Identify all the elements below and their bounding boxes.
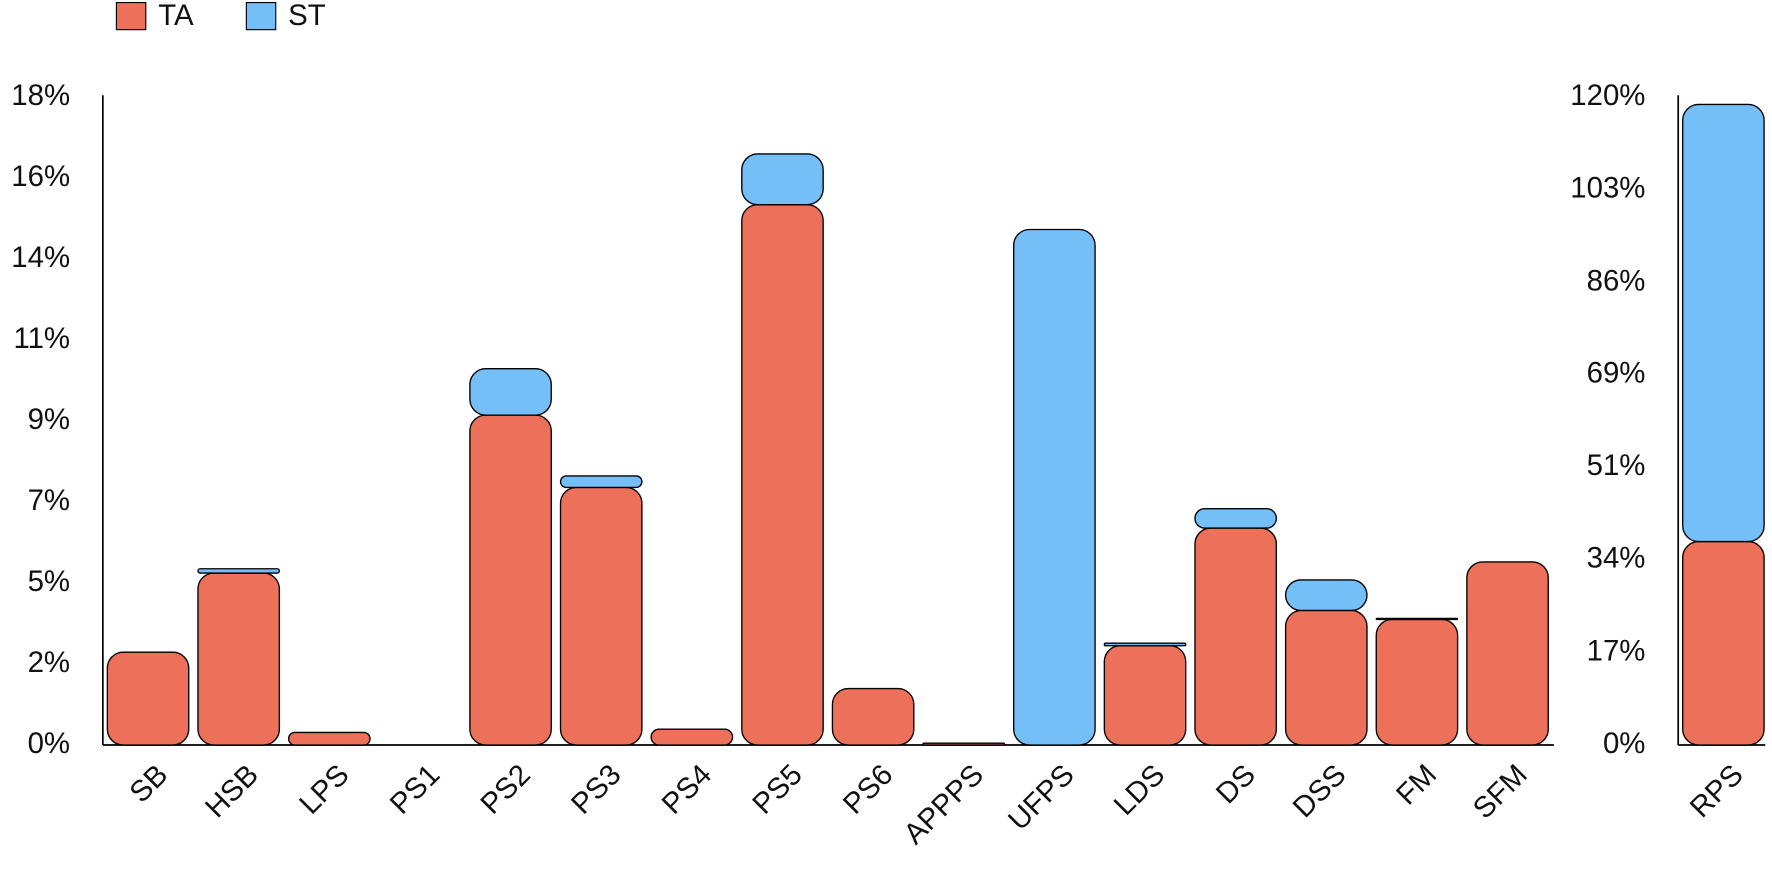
- bar-segment: [1284, 609, 1368, 746]
- legend-label: TA: [158, 0, 194, 32]
- legend-swatch: [245, 1, 277, 31]
- bar-segment: [559, 475, 643, 489]
- legend-label: ST: [288, 0, 326, 32]
- y-tick-label: 5%: [28, 565, 70, 598]
- y-tick-label: 34%: [1587, 542, 1646, 575]
- bar-segment: [1466, 561, 1549, 746]
- x-tick-label: PS4: [656, 758, 719, 821]
- bar-segment: [1682, 540, 1765, 746]
- x-tick-label: DS: [1210, 758, 1262, 810]
- bar-segment: [831, 687, 915, 746]
- y-tick-label: 9%: [28, 403, 70, 436]
- x-tick-label: SFM: [1467, 758, 1534, 825]
- bar-segment: [1103, 642, 1187, 647]
- bar-segment: [197, 572, 281, 746]
- bar-segment: [741, 153, 824, 206]
- y-tick-label: 0%: [1603, 727, 1645, 760]
- bar-segment: [1682, 103, 1765, 543]
- x-tick-label: FM: [1390, 758, 1443, 811]
- x-tick-label: PS5: [746, 758, 809, 821]
- x-tick-label: SB: [123, 758, 174, 809]
- bar-segment: [287, 731, 371, 746]
- y-tick-label: 2%: [28, 646, 70, 679]
- bar-segment: [922, 742, 1006, 746]
- x-tick-label: DSS: [1287, 758, 1353, 824]
- y-tick-label: 86%: [1587, 264, 1646, 297]
- bar-segment: [197, 568, 281, 574]
- bar-segment: [650, 728, 734, 746]
- x-tick-label: RPS: [1684, 758, 1750, 824]
- x-tick-label: PS3: [565, 758, 628, 821]
- x-tick-label: HSB: [199, 758, 265, 824]
- y-tick-label: 69%: [1587, 357, 1646, 390]
- y-tick-label: 14%: [11, 241, 70, 274]
- bar-segment: [1103, 645, 1187, 746]
- x-tick-label: PS2: [474, 758, 537, 821]
- y-tick-label: 16%: [11, 160, 70, 193]
- bar-segment: [469, 414, 552, 746]
- bar-segment: [1375, 618, 1459, 746]
- y-tick-label: 18%: [11, 79, 70, 112]
- y-tick-label: 103%: [1570, 172, 1645, 205]
- legend-swatch: [115, 1, 147, 31]
- bar-segment: [1284, 579, 1368, 612]
- bar-segment: [1194, 527, 1278, 746]
- y-tick-label: 17%: [1587, 634, 1646, 667]
- x-tick-label: LDS: [1108, 758, 1172, 822]
- y-tick-label: 51%: [1587, 449, 1646, 482]
- bar-segment: [106, 651, 190, 746]
- y-tick-label: 7%: [28, 484, 70, 517]
- x-tick-label: PS6: [837, 758, 900, 821]
- bar-segment: [741, 203, 824, 746]
- y-tick-label: 11%: [13, 322, 70, 355]
- y-tick-label: 0%: [28, 727, 70, 760]
- x-tick-label: LPS: [293, 758, 356, 821]
- x-tick-label: PS1: [384, 758, 447, 821]
- bar-segment: [1375, 617, 1459, 621]
- bar-segment: [469, 368, 552, 416]
- y-tick-label: 120%: [1570, 79, 1645, 112]
- bar-segment: [1194, 507, 1278, 529]
- x-tick-label: UFPS: [1002, 758, 1081, 837]
- bar-segment: [559, 486, 643, 746]
- bar-segment: [1013, 228, 1096, 746]
- x-tick-label: APPPS: [897, 758, 990, 851]
